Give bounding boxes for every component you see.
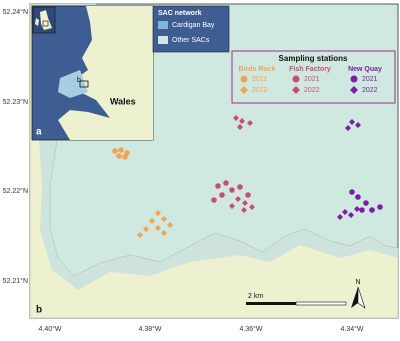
sac-swatch: [158, 36, 168, 44]
legend-year: 2022: [304, 87, 320, 94]
legend-diamond: [240, 86, 248, 94]
legend-year: 2021: [362, 76, 378, 83]
legend-diamond: [292, 86, 300, 94]
scale-segment: [295, 301, 347, 306]
scale-bar: 2 km: [246, 293, 347, 306]
legend-box: [231, 50, 396, 104]
fish-factory-2021: [211, 180, 251, 203]
inset-cardigan-bay: [58, 70, 88, 98]
inset: b Wales a SAC network Cardigan Bay Other…: [31, 5, 230, 141]
birds-rock-2021: [112, 147, 130, 160]
legend-circle: [292, 75, 300, 83]
legend-year: 2021: [252, 76, 268, 83]
north-arrow: N: [351, 279, 366, 309]
north-label: N: [355, 279, 360, 286]
lat-label: 52.24°N: [3, 8, 28, 16]
sac-legend-item: Cardigan Bay: [172, 22, 215, 29]
lon-label: 4.40°W: [38, 325, 61, 333]
lat-label: 52.23°N: [3, 98, 28, 106]
new-quay-2022: [337, 119, 361, 220]
lat-label: 52.21°N: [3, 277, 28, 285]
sac-legend-item: Other SACs: [172, 37, 210, 44]
lon-label: 4.36°W: [239, 325, 262, 333]
legend-year: 2021: [304, 76, 320, 83]
sac-legend-title: SAC network: [158, 10, 202, 17]
lat-label: 52.22°N: [3, 187, 28, 195]
legend-title: Sampling stations: [279, 54, 348, 63]
region-label: Wales: [110, 96, 136, 106]
inset-panel-label: a: [36, 127, 42, 138]
site-name: New Quay: [348, 66, 382, 73]
legend-circle: [350, 75, 358, 83]
sampling-legend: Sampling stations Birds Rock Fish Factor…: [231, 50, 396, 104]
legend-year: 2022: [252, 87, 268, 94]
scale-label: 2 km: [248, 293, 263, 300]
legend-diamond: [350, 86, 358, 94]
legend-circle: [240, 75, 248, 83]
uk-box: [42, 20, 49, 27]
site-name: Fish Factory: [289, 66, 331, 73]
sac-swatch: [158, 21, 168, 29]
inset-box-label: b: [77, 77, 81, 84]
inset-box: [79, 80, 89, 88]
stations: [112, 115, 383, 238]
panel-label: b: [36, 305, 42, 316]
site-name: Birds Rock: [239, 66, 276, 73]
new-quay-2021: [349, 189, 383, 213]
lon-label: 4.38°W: [138, 325, 161, 333]
lon-label: 4.34°W: [340, 325, 363, 333]
birds-rock-2022: [137, 210, 173, 238]
inset-land: [58, 6, 153, 140]
scale-segment: [246, 302, 296, 305]
legend-year: 2022: [362, 87, 378, 94]
